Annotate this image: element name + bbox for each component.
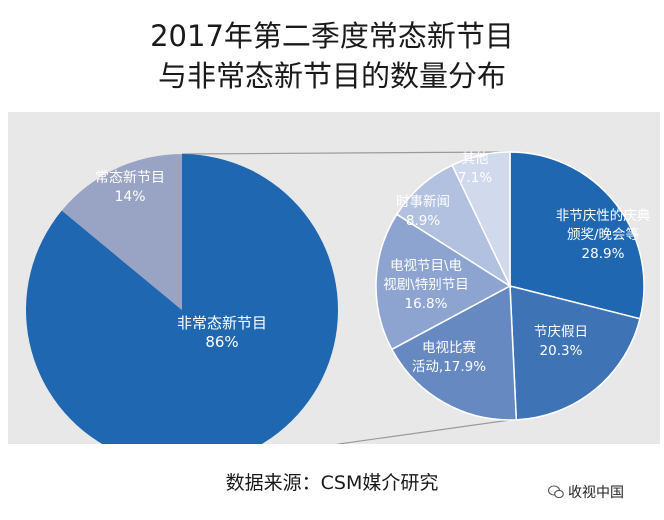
chart-title: 2017年第二季度常态新节目 与非常态新节目的数量分布 [0,16,664,96]
watermark: 收视中国 [547,482,624,502]
main-label-非常态新节目: 非常态新节目 86% [177,314,267,351]
main-label-常态新节目: 常态新节目 14% [95,170,165,205]
chart-band: 非常态新节目 86% 常态新节目 14% 非节庆性的庆典颁奖/晚会等 28.9% 节庆假日 2… [8,112,660,444]
main-pie-slice-非常态新节目 [26,154,338,444]
sub-pie-slice-1 [509,285,641,421]
main-pie-slice-常态新节目 [61,154,182,310]
sub-pie-slice-0 [509,151,645,320]
chart-title-line1: 2017年第二季度常态新节目 [150,19,514,53]
watermark-text: 收视中国 [568,485,624,501]
sub-label-0: 非节庆性的庆典颁奖/晚会等 28.9% [556,208,651,262]
connector-line-bottom [334,419,511,444]
sub-label-4: 时事新闻 8.9% [396,194,450,229]
pie-of-pie-chart: 非常态新节目 86% 常态新节目 14% 非节庆性的庆典颁奖/晚会等 28.9% 节庆假日 2… [26,151,651,444]
sub-pie-slice-5 [451,151,511,287]
connector-line-top [181,151,511,155]
sub-label-1: 节庆假日 20.3% [534,324,588,359]
sub-label-2: 电视比赛活动,17.9% [412,340,486,375]
wechat-icon [547,485,564,499]
sub-label-3: 电视节目\电视剧\特别节目 16.8% [383,258,469,312]
source-note: 数据来源：CSM媒介研究 [225,472,439,494]
sub-label-5: 其他 7.1% [458,151,492,186]
sub-pie-slice-2 [390,284,518,421]
sub-pie-slice-3 [375,213,512,351]
chart-title-line2: 与非常态新节目的数量分布 [157,59,506,93]
